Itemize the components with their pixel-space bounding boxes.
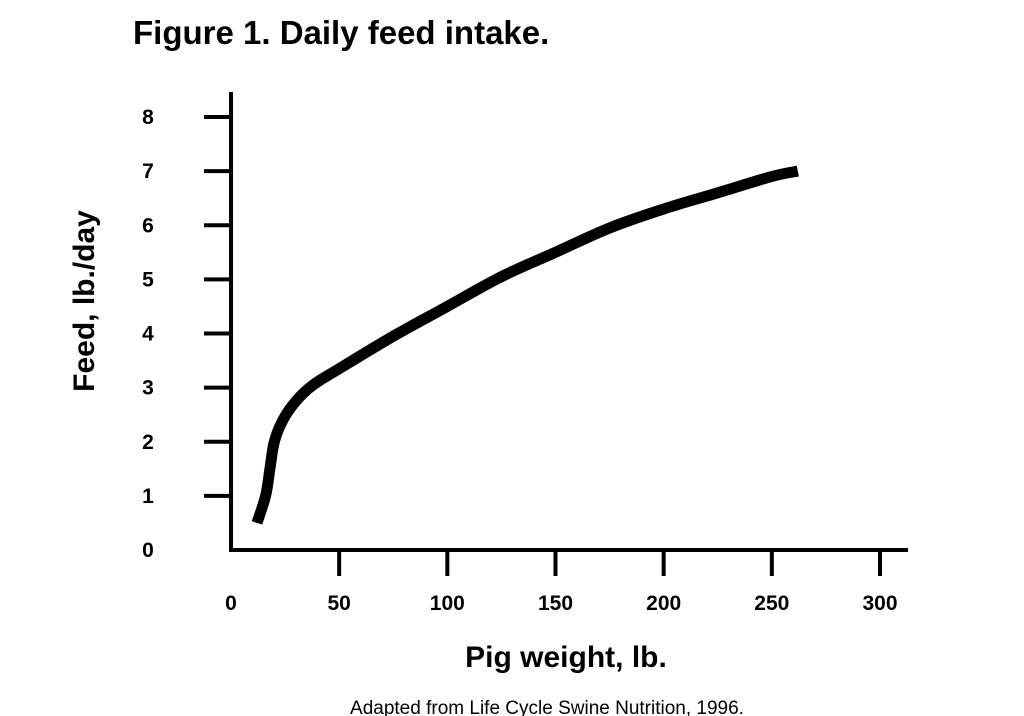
x-tick-label: 50 [327, 592, 350, 615]
x-axis-label: Pig weight, lb. [465, 641, 667, 674]
x-tick-label: 200 [646, 592, 681, 615]
y-tick-label: 0 [142, 539, 154, 562]
y-axis-label: Feed, lb./day [68, 210, 101, 392]
ticks: 0 1 2 3 4 5 6 7 8 0 50 100 150 200 250 300 [142, 106, 897, 615]
y-tick-label: 1 [142, 485, 154, 508]
feed-intake-line [251, 165, 799, 525]
y-tick-label: 2 [142, 431, 154, 454]
x-tick-label: 100 [430, 592, 465, 615]
series [251, 165, 799, 525]
chart-title: Figure 1. Daily feed intake. [133, 14, 549, 51]
y-tick-label: 3 [142, 377, 154, 400]
y-tick-label: 4 [142, 323, 154, 346]
x-tick-label: 300 [862, 592, 897, 615]
axes [229, 92, 908, 552]
x-tick-label: 0 [225, 592, 237, 615]
x-tick-label: 150 [538, 592, 573, 615]
y-tick-label: 8 [142, 106, 154, 129]
source-note: Adapted from Life Cycle Swine Nutrition,… [350, 698, 744, 716]
y-tick-label: 5 [142, 268, 154, 291]
x-tick-label: 250 [754, 592, 789, 615]
y-tick-label: 7 [142, 160, 154, 183]
y-tick-label: 6 [142, 214, 154, 237]
